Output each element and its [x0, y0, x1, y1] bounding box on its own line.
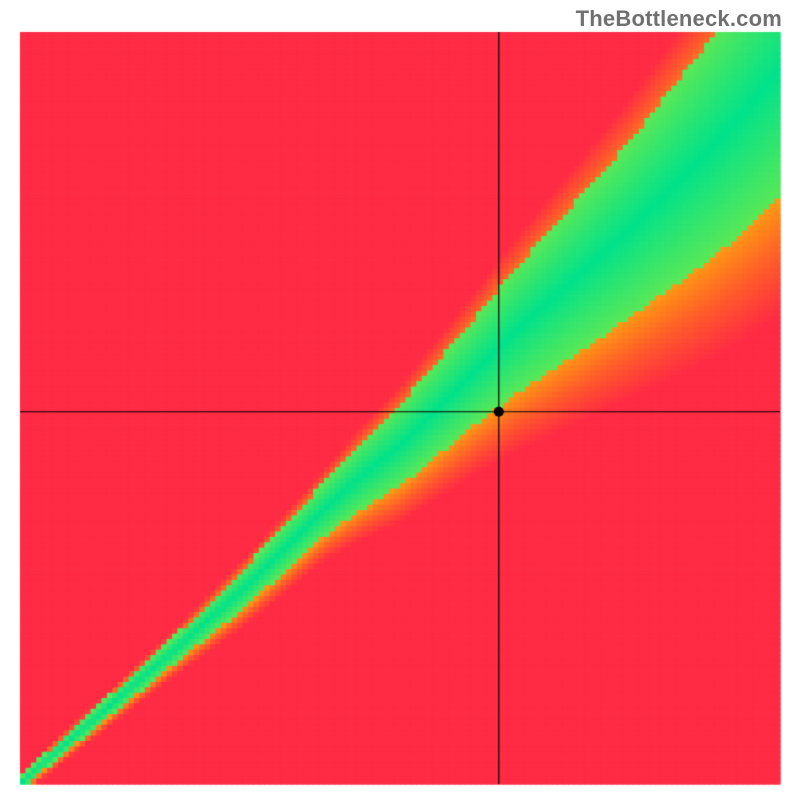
watermark-text: TheBottleneck.com [576, 6, 782, 32]
bottleneck-heatmap [0, 0, 800, 800]
chart-container: TheBottleneck.com [0, 0, 800, 800]
